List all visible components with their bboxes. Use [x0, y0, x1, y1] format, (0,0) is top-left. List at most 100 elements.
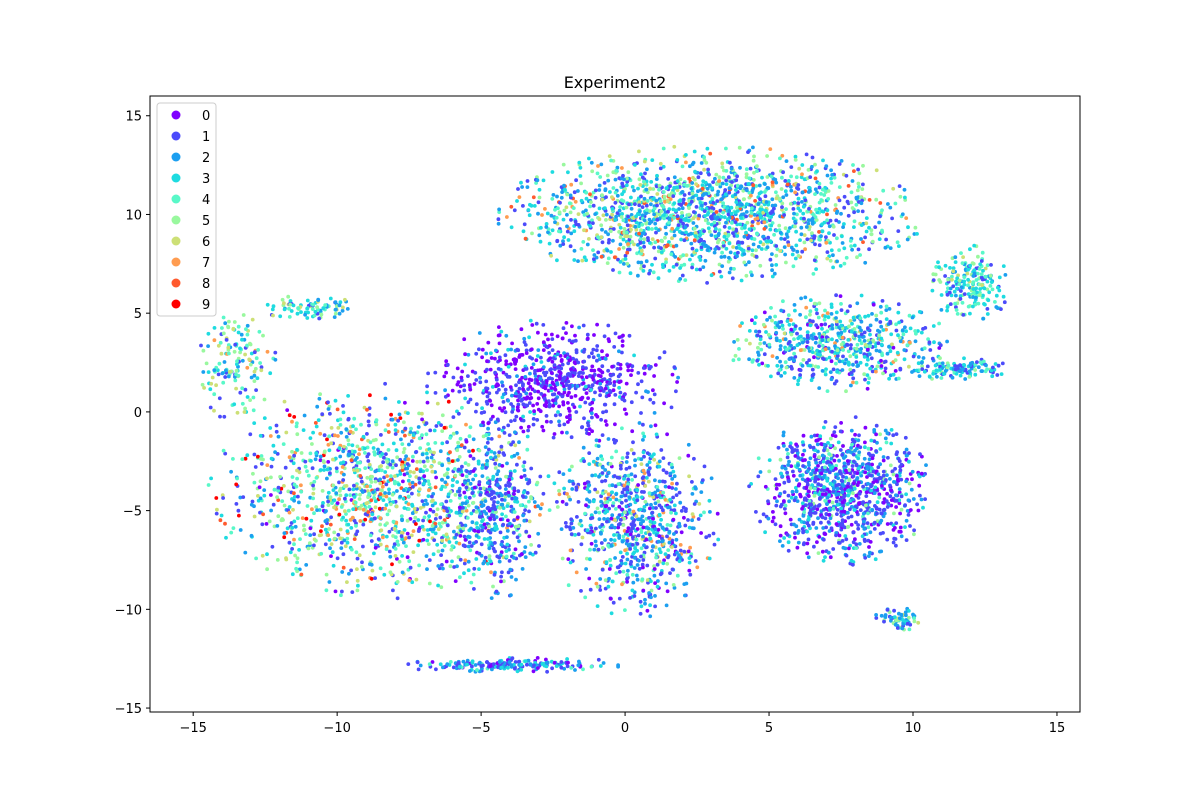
scatter-point	[489, 417, 493, 422]
scatter-point	[465, 662, 469, 667]
scatter-point	[905, 237, 910, 242]
scatter-point	[525, 662, 529, 667]
scatter-point	[661, 508, 665, 513]
scatter-point	[257, 485, 262, 490]
scatter-point	[606, 543, 610, 548]
scatter-point	[261, 512, 265, 517]
scatter-point	[383, 396, 388, 401]
scatter-point	[326, 533, 331, 537]
scatter-point	[630, 588, 635, 593]
scatter-point	[444, 370, 448, 375]
scatter-point	[609, 544, 614, 548]
scatter-point	[646, 526, 651, 531]
scatter-point	[387, 487, 391, 492]
scatter-point	[411, 550, 416, 554]
scatter-point	[365, 454, 370, 459]
scatter-point	[506, 518, 510, 523]
scatter-point	[485, 359, 489, 364]
scatter-point	[662, 350, 667, 355]
scatter-point	[789, 174, 793, 179]
scatter-point	[532, 500, 537, 504]
scatter-point	[441, 665, 445, 670]
scatter-point	[678, 543, 683, 547]
scatter-point	[473, 370, 478, 375]
scatter-point	[323, 542, 328, 547]
scatter-point	[310, 466, 315, 471]
scatter-point	[697, 255, 702, 259]
scatter-point	[400, 468, 405, 472]
scatter-point	[616, 515, 620, 520]
scatter-point	[541, 323, 546, 327]
scatter-point	[482, 522, 487, 527]
scatter-point	[645, 608, 650, 613]
scatter-point	[655, 485, 660, 489]
scatter-point	[867, 225, 871, 230]
scatter-point	[630, 364, 635, 369]
scatter-point	[433, 441, 438, 445]
scatter-point	[399, 437, 403, 442]
scatter-point	[588, 587, 593, 592]
scatter-point	[433, 485, 438, 490]
scatter-point	[426, 442, 430, 446]
scatter-point	[551, 193, 556, 197]
scatter-point	[210, 375, 215, 380]
scatter-point	[244, 327, 248, 331]
scatter-point	[501, 425, 506, 430]
scatter-point	[531, 362, 536, 367]
scatter-point	[422, 474, 427, 479]
scatter-point	[550, 348, 555, 352]
scatter-point	[256, 348, 260, 352]
scatter-point	[652, 457, 657, 462]
scatter-point	[350, 590, 355, 594]
scatter-point	[620, 343, 625, 348]
scatter-point	[556, 206, 560, 211]
scatter-point	[486, 529, 491, 533]
scatter-point	[489, 596, 494, 600]
scatter-point	[473, 663, 478, 667]
scatter-point	[288, 302, 293, 307]
scatter-point	[485, 440, 490, 445]
scatter-point	[393, 547, 398, 551]
scatter-point	[224, 535, 228, 540]
scatter-point	[592, 333, 596, 337]
scatter-point	[429, 464, 434, 469]
scatter-point	[259, 368, 264, 373]
scatter-point	[634, 514, 639, 519]
scatter-point	[372, 516, 377, 521]
scatter-point	[466, 568, 471, 573]
scatter-point	[468, 387, 473, 392]
scatter-point	[359, 503, 364, 508]
scatter-point	[648, 519, 653, 524]
scatter-point	[303, 464, 308, 469]
scatter-point	[562, 387, 567, 392]
scatter-point	[348, 493, 353, 497]
scatter-point	[716, 537, 721, 542]
scatter-point	[506, 665, 510, 670]
scatter-point	[614, 449, 619, 454]
scatter-point	[261, 333, 265, 338]
scatter-point	[521, 387, 525, 392]
scatter-point	[576, 374, 581, 378]
scatter-point	[549, 420, 553, 424]
scatter-point	[439, 553, 443, 557]
scatter-point	[727, 241, 732, 246]
scatter-point	[275, 558, 280, 562]
scatter-point	[883, 245, 888, 250]
scatter-point	[579, 397, 584, 402]
scatter-point	[338, 417, 343, 422]
scatter-point	[778, 230, 783, 235]
scatter-point	[587, 483, 592, 487]
scatter-point	[535, 480, 540, 485]
scatter-point	[510, 656, 515, 661]
scatter-point	[408, 565, 413, 570]
scatter-point	[439, 423, 443, 427]
scatter-point	[405, 462, 410, 466]
scatter-point	[460, 501, 465, 506]
scatter-point	[550, 392, 555, 397]
scatter-point	[425, 502, 429, 506]
scatter-point	[295, 476, 299, 481]
scatter-point	[499, 574, 503, 579]
scatter-point	[510, 393, 514, 398]
scatter-point	[750, 273, 754, 278]
scatter-point	[495, 417, 500, 422]
